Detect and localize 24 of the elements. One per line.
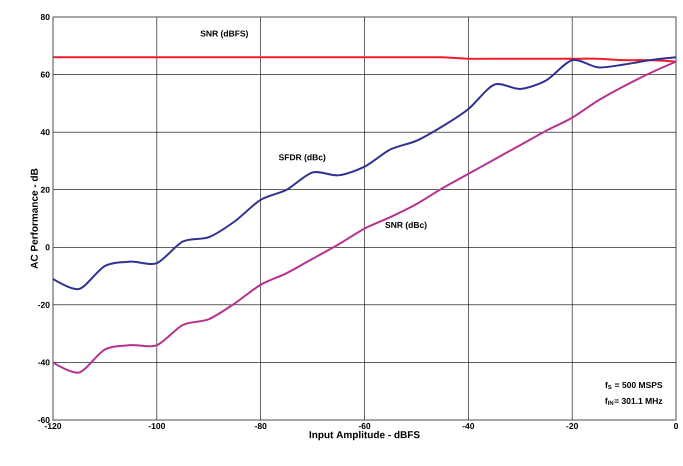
series-label: SNR (dBc) [385,222,427,230]
annotation: f$_{S}$ = 500 MSPS [605,382,662,390]
x-tick-label: -120 [44,423,62,430]
x-axis-title: Input Amplitude - dBFS [310,430,420,440]
y-tick-label: 0 [46,244,50,250]
text: SNR (dBFS) [200,30,248,38]
y-tick-label: 20 [40,186,50,193]
x-tick-label: -60 [358,423,370,430]
y-axis-title: AC Performance - dB [30,168,38,269]
x-tick-label: -40 [462,423,474,430]
y-tick-label: -20 [38,302,50,308]
x-tick-label: 0 [674,423,678,430]
y-tick-label: -40 [38,359,50,366]
x-tick-label: -80 [254,423,266,430]
x-tick-label: -20 [566,423,578,430]
y-tick-label: 60 [40,72,50,78]
y-tick-label: 80 [40,14,50,20]
y-tick-label: 40 [40,129,50,136]
y-tick-label: -60 [38,416,50,424]
line-series [52,60,678,374]
annotation: f$_{IN}$= 301.1 MHz [605,398,662,405]
x-tick-label: -100 [148,423,165,430]
series-label: SFDR (dBc) [278,154,326,162]
line-series [52,56,678,290]
